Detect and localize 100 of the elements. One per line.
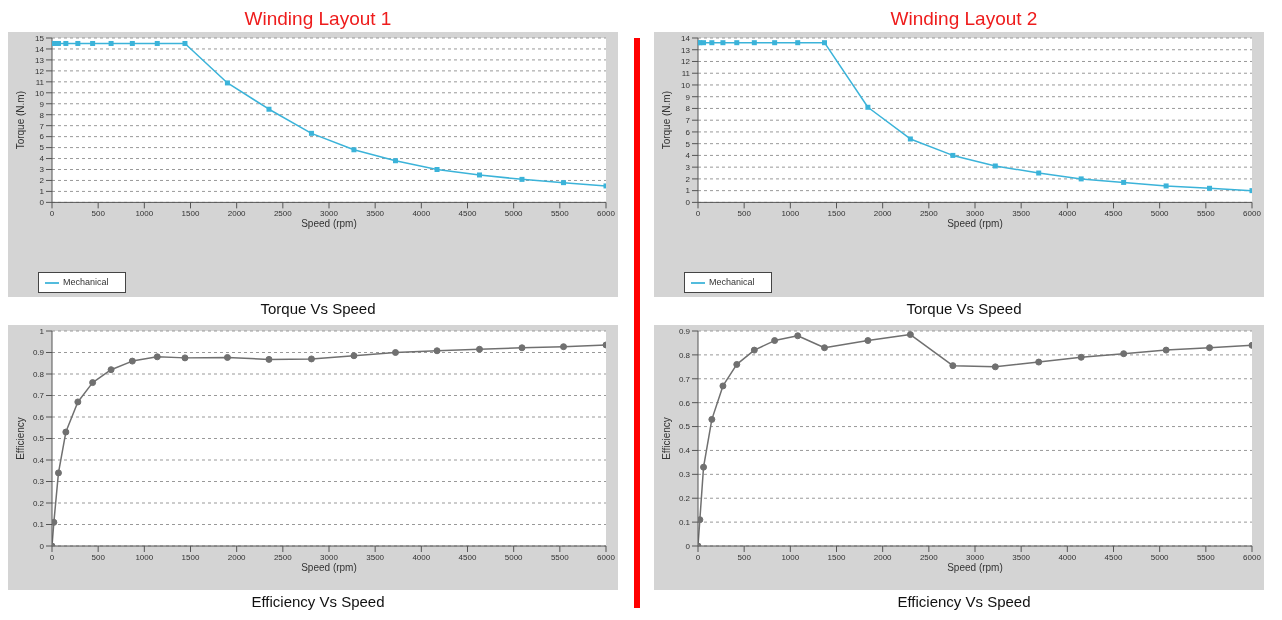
x-tick-label: 500 bbox=[737, 552, 752, 562]
x-tick-label: 4000 bbox=[1058, 209, 1077, 219]
point bbox=[154, 40, 160, 46]
y-tick-label: 0.4 bbox=[32, 455, 45, 465]
point bbox=[949, 362, 957, 370]
y-tick-label: 0.7 bbox=[678, 374, 691, 384]
y-tick-label: 0.2 bbox=[32, 498, 45, 508]
point bbox=[477, 172, 482, 178]
point bbox=[434, 167, 440, 172]
x-tick-label: 500 bbox=[91, 209, 106, 219]
point bbox=[308, 130, 314, 136]
x-tick-label: 500 bbox=[737, 209, 752, 219]
point bbox=[1120, 350, 1128, 358]
point bbox=[1035, 358, 1043, 366]
x-tick-label: 3500 bbox=[1012, 209, 1031, 219]
point bbox=[821, 344, 828, 352]
point bbox=[907, 136, 913, 142]
x-tick-label: 3000 bbox=[320, 552, 339, 562]
point bbox=[108, 40, 114, 46]
x-tick-label: 1500 bbox=[827, 552, 846, 562]
x-tick-label: 3500 bbox=[366, 552, 385, 562]
point bbox=[991, 363, 999, 371]
y-tick-label: 13 bbox=[35, 55, 45, 65]
y-tick-label: 4 bbox=[685, 151, 691, 161]
x-tick-label: 2000 bbox=[873, 209, 893, 219]
point bbox=[992, 163, 998, 169]
x-tick-label: 1000 bbox=[135, 552, 154, 562]
y-tick-label: 0.6 bbox=[32, 412, 45, 422]
point bbox=[795, 40, 801, 46]
x-tick-label: 1000 bbox=[781, 552, 800, 562]
y-tick-label: 13 bbox=[681, 45, 691, 55]
point bbox=[90, 40, 96, 46]
point bbox=[62, 428, 70, 436]
point bbox=[392, 158, 398, 164]
x-tick-label: 5500 bbox=[1196, 209, 1216, 219]
point bbox=[265, 355, 273, 363]
x-tick-label: 6000 bbox=[1243, 209, 1262, 219]
y-tick-label: 0 bbox=[685, 541, 691, 551]
point bbox=[1078, 176, 1084, 182]
x-tick-label: 5000 bbox=[1150, 552, 1170, 562]
point bbox=[519, 176, 525, 182]
x-tick-label: 5500 bbox=[550, 209, 570, 219]
y-tick-label: 3 bbox=[685, 162, 691, 172]
x-tick-label: 1000 bbox=[781, 209, 800, 219]
point bbox=[1036, 170, 1042, 176]
x-tick-label: 3500 bbox=[366, 209, 385, 219]
x-tick-label: 5500 bbox=[1196, 552, 1216, 562]
point bbox=[1162, 346, 1170, 354]
point bbox=[128, 357, 136, 365]
y-tick-label: 0.5 bbox=[678, 422, 691, 432]
y-tick-label: 8 bbox=[39, 110, 45, 120]
y-tick-label: 9 bbox=[39, 99, 45, 109]
point bbox=[1163, 183, 1169, 189]
point bbox=[89, 379, 97, 387]
y-axis-title: Torque (N.m) bbox=[660, 91, 672, 150]
x-tick-label: 3000 bbox=[966, 209, 985, 219]
point bbox=[794, 332, 802, 340]
x-tick-label: 1500 bbox=[181, 552, 200, 562]
y-tick-label: 12 bbox=[681, 57, 691, 67]
point bbox=[822, 40, 827, 46]
point bbox=[1121, 179, 1127, 185]
y-tick-label: 0.3 bbox=[678, 470, 691, 480]
point bbox=[74, 398, 82, 406]
y-tick-label: 0 bbox=[39, 541, 45, 551]
x-tick-label: 2000 bbox=[227, 209, 247, 219]
y-tick-label: 0.2 bbox=[678, 494, 691, 504]
y-tick-label: 5 bbox=[39, 143, 45, 153]
y-tick-label: 4 bbox=[39, 154, 45, 164]
point bbox=[750, 346, 758, 354]
x-tick-label: 4500 bbox=[1104, 552, 1123, 562]
y-tick-label: 0.8 bbox=[32, 369, 45, 379]
point bbox=[701, 40, 707, 46]
point bbox=[224, 80, 230, 86]
x-tick-label: 5000 bbox=[504, 552, 524, 562]
point bbox=[708, 415, 716, 423]
y-tick-label: 7 bbox=[39, 121, 45, 131]
y-tick-label: 0.1 bbox=[678, 517, 691, 527]
point bbox=[55, 40, 61, 46]
x-axis-title: Speed (rpm) bbox=[947, 562, 1003, 574]
point bbox=[1207, 185, 1213, 191]
x-tick-label: 2500 bbox=[273, 552, 293, 562]
point bbox=[63, 40, 69, 46]
point bbox=[561, 180, 567, 186]
point bbox=[351, 147, 357, 153]
point bbox=[698, 516, 704, 524]
y-tick-label: 0.6 bbox=[678, 398, 691, 408]
point bbox=[75, 40, 81, 46]
y-tick-label: 0.4 bbox=[678, 446, 691, 456]
point bbox=[52, 518, 58, 526]
x-tick-label: 4000 bbox=[1058, 552, 1077, 562]
chart-title: Winding Layout 2 bbox=[889, 8, 1039, 31]
text: Efficiency Vs Speed bbox=[250, 592, 386, 612]
x-tick-label: 500 bbox=[91, 552, 106, 562]
x-tick-label: 1500 bbox=[827, 209, 846, 219]
legend-label: Mechanical bbox=[63, 277, 109, 288]
y-tick-label: 11 bbox=[681, 69, 691, 79]
point bbox=[700, 463, 708, 471]
point bbox=[182, 40, 188, 46]
point bbox=[153, 353, 161, 361]
x-tick-label: 2000 bbox=[873, 552, 893, 562]
